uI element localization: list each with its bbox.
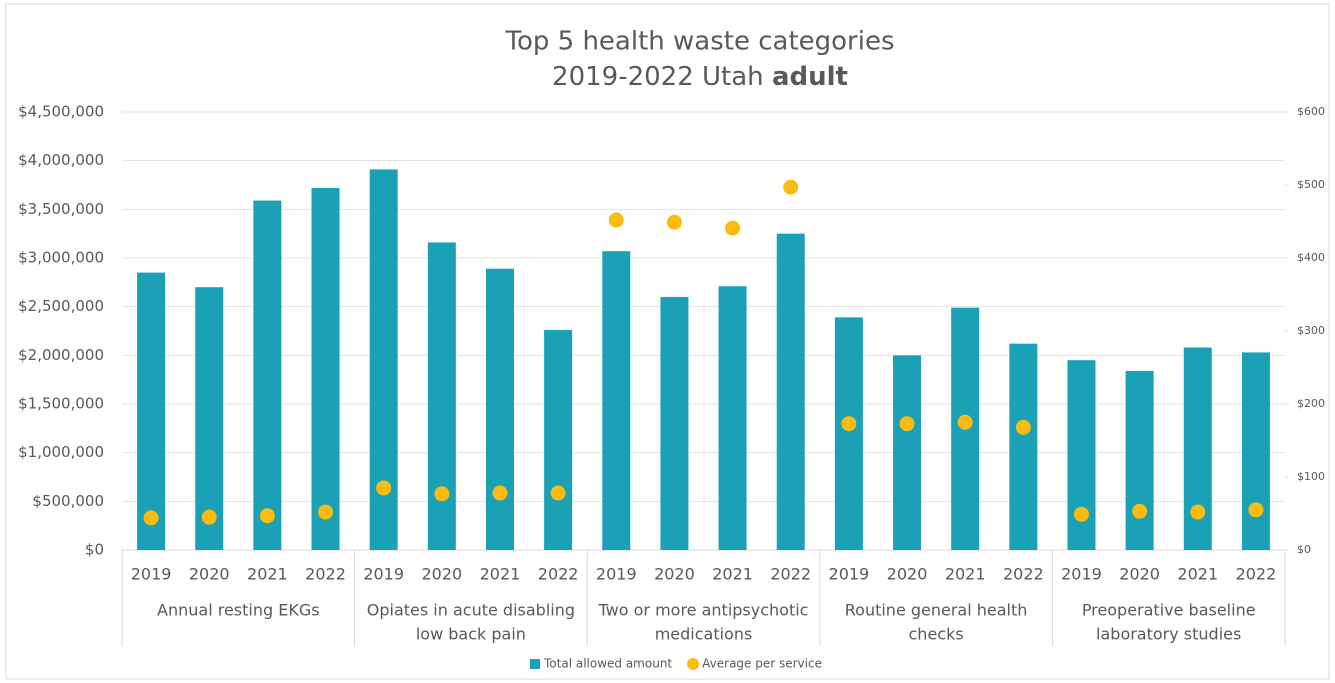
group-label: Preoperative baseline <box>1082 601 1256 620</box>
group-label: medications <box>655 625 753 644</box>
dot <box>899 416 915 432</box>
bar <box>602 251 631 551</box>
bar <box>1183 347 1212 550</box>
y-tick-label: $2,500,000 <box>18 297 104 315</box>
dot <box>608 212 624 228</box>
bar <box>544 330 573 550</box>
y-tick-label: $4,000,000 <box>18 151 104 169</box>
x-tick-label: 2020 <box>887 565 928 584</box>
dot <box>259 508 275 524</box>
dot <box>725 220 741 236</box>
y2-tick-label: $500 <box>1297 178 1325 191</box>
x-tick-label: 2021 <box>1177 565 1218 584</box>
x-tick-label: 2021 <box>945 565 986 584</box>
dot <box>783 179 799 195</box>
dot <box>492 485 508 501</box>
y-tick-label: $3,000,000 <box>18 249 104 267</box>
group-label: Annual resting EKGs <box>157 601 320 620</box>
dot <box>1015 419 1031 435</box>
legend-swatch <box>687 658 700 670</box>
y-tick-label: $500,000 <box>32 492 104 510</box>
y2-tick-label: $200 <box>1297 397 1325 410</box>
y2-tick-label: $0 <box>1297 543 1311 556</box>
x-tick-label: 2019 <box>1061 565 1102 584</box>
dot <box>1248 502 1264 518</box>
dot <box>1190 504 1206 520</box>
dot <box>318 504 334 520</box>
y2-tick-label: $600 <box>1297 105 1325 118</box>
bar <box>253 200 282 550</box>
x-tick-label: 2022 <box>538 565 579 584</box>
subtitle-text: 2019-2022 Utah <box>552 62 764 92</box>
y-tick-label: $1,500,000 <box>18 395 104 413</box>
dot <box>1073 506 1089 522</box>
y-tick-label: $0 <box>85 541 104 559</box>
y2-tick-label: $400 <box>1297 251 1325 264</box>
x-tick-label: 2022 <box>305 565 346 584</box>
group-label: Opiates in acute disabling <box>367 601 575 620</box>
bar <box>195 287 224 550</box>
dot <box>376 480 392 496</box>
dot <box>957 414 973 430</box>
bar <box>137 272 166 550</box>
x-tick-label: 2021 <box>480 565 521 584</box>
bar <box>311 187 340 551</box>
bar <box>776 233 805 550</box>
group-label: Routine general health <box>845 601 1028 620</box>
x-tick-label: 2020 <box>1119 565 1160 584</box>
group-label: checks <box>909 625 964 644</box>
dot <box>666 214 682 230</box>
x-tick-label: 2020 <box>189 565 230 584</box>
bar <box>718 286 747 550</box>
x-tick-label: 2019 <box>596 565 637 584</box>
legend-swatch <box>530 659 540 669</box>
x-tick-label: 2019 <box>829 565 870 584</box>
x-tick-label: 2019 <box>131 565 172 584</box>
x-tick-label: 2020 <box>421 565 462 584</box>
dot <box>841 416 857 432</box>
dot <box>201 509 217 525</box>
bar <box>1009 343 1038 550</box>
group-label: Two or more antipsychotic <box>598 601 809 620</box>
dot <box>434 486 450 502</box>
dot <box>550 485 566 501</box>
bar <box>1241 352 1270 550</box>
y-tick-label: $4,500,000 <box>18 103 104 121</box>
legend-label: Total allowed amount <box>543 657 672 671</box>
chart-title: Top 5 health waste categories <box>505 27 895 57</box>
y-tick-label: $2,000,000 <box>18 346 104 364</box>
y-tick-label: $1,000,000 <box>18 443 104 461</box>
dot <box>1132 503 1148 519</box>
x-tick-label: 2022 <box>1236 565 1277 584</box>
x-tick-label: 2022 <box>1003 565 1044 584</box>
x-tick-label: 2019 <box>363 565 404 584</box>
x-tick-label: 2022 <box>770 565 811 584</box>
group-label: laboratory studies <box>1096 625 1241 644</box>
bar <box>427 242 456 550</box>
chart-subtitle: 2019-2022 Utah adult <box>552 62 848 92</box>
y-tick-label: $3,500,000 <box>18 200 104 218</box>
y2-tick-label: $100 <box>1297 470 1325 483</box>
y2-tick-label: $300 <box>1297 324 1325 337</box>
bar <box>1125 370 1154 550</box>
bar <box>834 317 863 550</box>
subtitle-emphasis: adult <box>772 62 848 92</box>
x-tick-label: 2021 <box>247 565 288 584</box>
group-label: low back pain <box>416 625 526 644</box>
bar <box>485 268 514 550</box>
dot <box>143 510 159 526</box>
x-tick-label: 2020 <box>654 565 695 584</box>
bar <box>893 355 922 550</box>
bar <box>660 296 689 550</box>
x-tick-label: 2021 <box>712 565 753 584</box>
legend-label: Average per service <box>702 657 822 671</box>
